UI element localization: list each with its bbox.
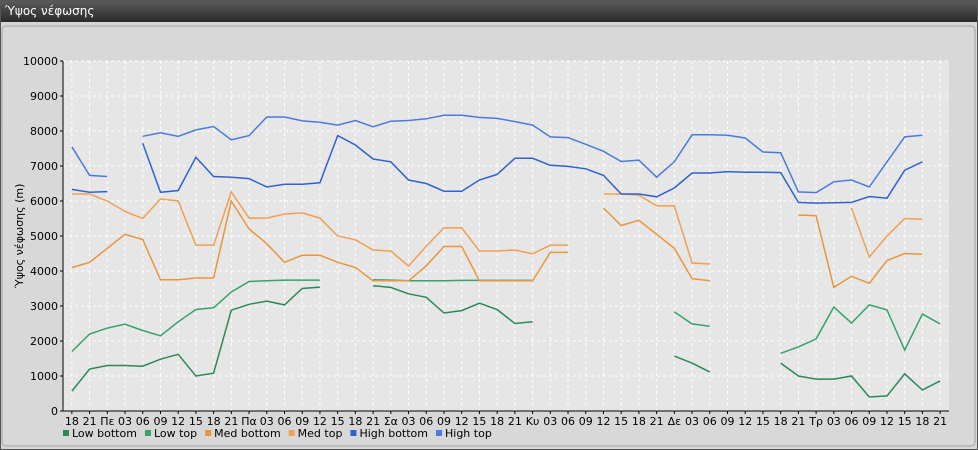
x-tick-label: 09	[721, 415, 735, 428]
series-line	[71, 134, 923, 204]
x-tick-label: 06	[278, 415, 292, 428]
x-tick-label: 09	[437, 415, 451, 428]
x-tick-label: Σα	[384, 415, 398, 428]
x-tick-label: 03	[118, 415, 132, 428]
x-tick-label: Πε	[100, 415, 114, 428]
x-tick-label: 21	[508, 415, 522, 428]
x-tick-label: 15	[756, 415, 770, 428]
legend-label: High bottom	[359, 427, 428, 440]
x-tick-label: 12	[455, 415, 469, 428]
series-line	[71, 284, 941, 398]
legend-label: Med bottom	[214, 427, 281, 440]
x-tick-label: 21	[83, 415, 97, 428]
x-tick-label: Κυ	[526, 415, 540, 428]
x-tick-label: 09	[579, 415, 593, 428]
x-tick-label: 18	[774, 415, 788, 428]
y-tick-label: 0	[51, 405, 58, 418]
legend-label: Low top	[154, 427, 197, 440]
x-tick-label: 12	[880, 415, 894, 428]
x-tick-label: 15	[614, 415, 628, 428]
x-tick-label: 18	[490, 415, 504, 428]
series-line	[71, 279, 941, 355]
y-tick-label: 8000	[30, 125, 58, 138]
x-tick-label: 06	[561, 415, 575, 428]
series-line	[71, 114, 923, 194]
x-tick-label: 03	[685, 415, 699, 428]
x-tick-label: 03	[543, 415, 557, 428]
legend-label: Med top	[298, 427, 343, 440]
x-tick-label: 21	[224, 415, 238, 428]
x-tick-label: 06	[845, 415, 859, 428]
legend-label: Low bottom	[72, 427, 137, 440]
y-tick-label: 2000	[30, 335, 58, 348]
x-tick-label: 09	[153, 415, 167, 428]
x-tick-label: 12	[313, 415, 327, 428]
x-tick-label: 06	[419, 415, 433, 428]
x-tick-label: 03	[402, 415, 416, 428]
series-line	[71, 199, 923, 289]
x-tick-label: 03	[827, 415, 841, 428]
x-tick-label: Τρ	[808, 415, 823, 428]
x-tick-label: 21	[791, 415, 805, 428]
y-tick-label: 7000	[30, 160, 58, 173]
legend-swatch	[436, 430, 442, 436]
y-tick-label: 3000	[30, 300, 58, 313]
legend-swatch	[205, 430, 212, 436]
y-tick-label: 6000	[30, 195, 58, 208]
x-tick-label: Δε	[668, 415, 682, 428]
x-tick-label: 12	[596, 415, 610, 428]
title-bar: Ύψος νέφωσης	[1, 1, 977, 22]
x-tick-label: 09	[862, 415, 876, 428]
y-axis-label: Ύψος νέφωσης (m)	[13, 184, 26, 290]
legend-swatch	[63, 430, 69, 436]
x-tick-label: 21	[650, 415, 664, 428]
chart: 0 1000 2000 3000 4000 5000 6000 7000 8000 9000 100…	[1, 25, 976, 447]
x-tick-label: 18	[632, 415, 646, 428]
y-tick-label: 10000	[23, 55, 58, 68]
y-tick-label: 4000	[30, 265, 58, 278]
legend-label: High top	[445, 427, 492, 440]
x-tick-label: 18	[207, 415, 221, 428]
legend-swatch	[350, 430, 357, 436]
x-tick-label: 15	[331, 415, 345, 428]
x-tick-label: 15	[898, 415, 912, 428]
y-tick-label: 5000	[30, 230, 58, 243]
x-tick-label: 12	[738, 415, 752, 428]
x-tick-label: 03	[260, 415, 274, 428]
x-tick-label: 09	[295, 415, 309, 428]
x-tick-label: Πα	[241, 415, 257, 428]
x-tick-label: 06	[136, 415, 150, 428]
x-tick-label: 12	[171, 415, 185, 428]
x-tick-label: 21	[366, 415, 380, 428]
x-tick-label: 18	[65, 415, 79, 428]
x-tick-label: 18	[915, 415, 929, 428]
x-tick-label: 06	[703, 415, 717, 428]
x-tick-label: 18	[348, 415, 362, 428]
legend-swatch	[144, 430, 151, 436]
x-tick-label: 21	[933, 415, 947, 428]
y-tick-label: 9000	[30, 90, 58, 103]
x-tick-label: 15	[189, 415, 203, 428]
x-tick-label: 15	[472, 415, 486, 428]
legend-swatch	[288, 430, 295, 436]
y-tick-label: 1000	[30, 370, 58, 383]
